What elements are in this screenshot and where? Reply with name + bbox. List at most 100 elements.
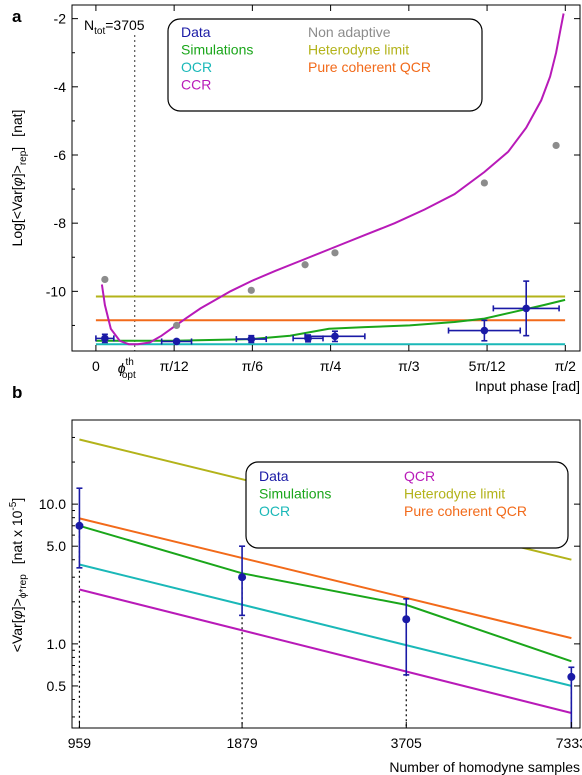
data-marker xyxy=(402,615,411,624)
x-tick-label: 5π/12 xyxy=(469,358,506,374)
legend-b-box xyxy=(245,461,569,549)
y-tick-label: 10.0 xyxy=(39,496,66,512)
data-marker xyxy=(172,337,181,346)
data-point xyxy=(238,545,247,617)
legend-a-entry: CCR xyxy=(181,77,211,93)
legend-a-entry: Pure coherent QCR xyxy=(308,59,431,75)
n-tot-n: N xyxy=(84,17,94,33)
y-axis-label: <Var[φ]>ϕ*rep [nat x 10-5] xyxy=(8,498,29,652)
legend-a-entry: OCR xyxy=(181,59,212,75)
x-tick-label: π/4 xyxy=(320,358,342,374)
legend-b-entry: QCR xyxy=(404,468,435,484)
panel-a-label: a xyxy=(12,7,22,26)
panel-b-frame xyxy=(71,419,581,729)
y-label-phi: φ xyxy=(9,610,25,619)
panel-a-plot xyxy=(95,13,566,346)
data-point xyxy=(304,330,366,343)
n-tot-sub: tot xyxy=(94,26,105,37)
data-point xyxy=(235,334,268,344)
data-marker xyxy=(567,672,576,681)
x-tick-label: 3705 xyxy=(391,735,422,751)
n-tot-value: =3705 xyxy=(105,17,145,33)
y-tick-label: -4 xyxy=(54,79,67,95)
legend-b-entry: Pure coherent QCR xyxy=(404,503,527,519)
x-tick-label: π/12 xyxy=(160,358,189,374)
y-label-sub: rep xyxy=(18,574,29,589)
y-label-part: ] xyxy=(9,147,25,151)
data-point xyxy=(567,666,576,728)
data-marker xyxy=(522,304,531,313)
non-adaptive-point xyxy=(331,249,339,257)
x-tick-label: π/6 xyxy=(242,358,264,374)
y-label-sup: -5 xyxy=(8,501,19,510)
data-marker xyxy=(480,326,489,335)
x-tick-label: 1879 xyxy=(226,735,257,751)
y-label-unit: ] xyxy=(9,498,25,502)
phi-opt-sub: opt xyxy=(122,370,136,381)
x-tick-label: 0 xyxy=(92,358,100,374)
legend-a-entry: Data xyxy=(181,24,211,40)
y-label-part: ]> xyxy=(9,165,25,177)
non-adaptive-point xyxy=(172,321,181,330)
data-point xyxy=(160,337,193,346)
non-adaptive-point xyxy=(101,275,109,284)
legend-a-entry: Non adaptive xyxy=(308,24,391,40)
non-adaptive-point xyxy=(247,286,255,294)
data-point xyxy=(75,487,84,569)
series-pure-coherent-qcr-line xyxy=(79,517,572,640)
x-axis-label: Number of homodyne samples xyxy=(389,759,580,775)
legend-b-entry: Heterodyne limit xyxy=(404,486,505,502)
n-tot-annotation: Ntot=3705 xyxy=(84,17,145,37)
data-marker xyxy=(331,332,339,341)
non-adaptive-point xyxy=(480,179,488,187)
legend-b-entry: OCR xyxy=(259,503,290,519)
panel-a-frame xyxy=(71,4,581,352)
legend-b-entry: Data xyxy=(259,468,289,484)
y-label-part: Log[<Var[ xyxy=(9,186,25,246)
data-marker xyxy=(238,573,247,582)
phi-opt-symbol: ϕ xyxy=(118,360,126,376)
x-tick-label: 7333 xyxy=(556,735,582,751)
data-point xyxy=(492,280,560,337)
y-label-sub: rep xyxy=(18,150,29,165)
y-label-part: ]> xyxy=(9,598,25,610)
x-tick-label: π/2 xyxy=(555,358,577,374)
legend-a-entry: Heterodyne limit xyxy=(308,42,409,58)
non-adaptive-point xyxy=(301,261,309,269)
panel-b: b 959 1879 3705 7333 0.5 1.0 5.0 10.0 Number of h… xyxy=(8,383,582,775)
legend-a-entry: Simulations xyxy=(181,42,253,58)
data-marker xyxy=(247,335,256,343)
y-label-part: <Var[ xyxy=(9,619,25,652)
panel-a: a 0 π/12 π/6 π/4 π/3 5π/12 π/2 -2 -4 -6 -8 -10 ϕth opt… xyxy=(9,4,581,394)
series-simulations-line xyxy=(79,524,572,663)
series-qcr-line xyxy=(79,588,572,714)
x-tick-label: π/3 xyxy=(398,358,420,374)
x-axis-label: Input phase [rad] xyxy=(475,378,580,394)
legend-b-entry: Simulations xyxy=(259,486,331,502)
x-tick-label: 959 xyxy=(68,735,92,751)
y-tick-label: -8 xyxy=(54,215,67,231)
phi-opt-sup: th xyxy=(126,357,134,368)
series-ccr-line xyxy=(100,13,565,346)
data-marker xyxy=(75,521,84,530)
data-point xyxy=(447,319,522,342)
series-ocr-line xyxy=(79,563,572,687)
y-tick-label: 1.0 xyxy=(47,636,67,652)
y-tick-label: -2 xyxy=(54,11,67,27)
non-adaptive-point xyxy=(552,141,560,150)
y-axis-label: Log[<Var[φ]>rep] [nat] xyxy=(9,110,29,247)
data-marker xyxy=(101,334,109,343)
y-tick-label: -6 xyxy=(54,147,67,163)
data-point xyxy=(402,598,411,676)
y-tick-label: 0.5 xyxy=(47,678,67,694)
y-label-phi: φ xyxy=(9,177,25,186)
data-point xyxy=(95,333,115,344)
y-tick-label: 5.0 xyxy=(47,538,67,554)
y-label-unit: [nat] xyxy=(9,110,25,137)
y-tick-label: -10 xyxy=(46,283,66,299)
y-label-unit: [nat x 10 xyxy=(9,510,25,564)
panel-b-label: b xyxy=(12,383,22,402)
